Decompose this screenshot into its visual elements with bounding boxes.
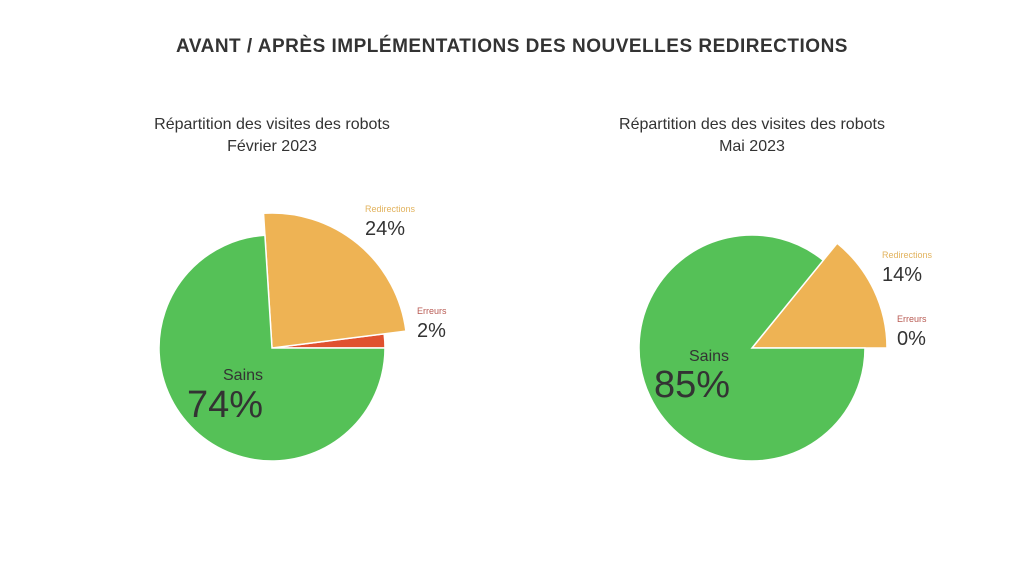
pie-slice-redirections: [750, 242, 888, 349]
chart-2-title-text: Répartition des des visites des robots: [619, 116, 885, 133]
chart-2-title: Répartition des des visites des robots M…: [572, 114, 932, 158]
chart-2-label-sains: Sains: [689, 348, 730, 365]
chart-2-value-redirections: 14%: [882, 264, 923, 286]
pie-slice-sains: [638, 234, 866, 462]
chart-1-title: Répartition des visites des robots Févri…: [92, 114, 452, 158]
chart-2-label-erreurs: Erreurs: [897, 314, 927, 324]
chart-2-value-sains: 85%: [654, 364, 731, 406]
chart-1-value-redirections: 24%: [365, 218, 406, 240]
chart-2-value-erreurs: 0%: [897, 328, 926, 350]
chart-1-label-redirections: Redirections: [365, 204, 416, 214]
pie-slice-redirections: [262, 212, 407, 349]
chart-1-value-erreurs: 2%: [417, 320, 446, 342]
chart-1-subtitle: Février 2023: [227, 138, 317, 155]
chart-1-label-erreurs: Erreurs: [417, 306, 447, 316]
chart-1-title-text: Répartition des visites des robots: [154, 116, 390, 133]
pie-slice-sains: [158, 234, 386, 462]
main-title: AVANT / APRÈS IMPLÉMENTATIONS DES NOUVEL…: [176, 36, 848, 57]
chart-2-subtitle: Mai 2023: [719, 138, 785, 155]
chart-1-label-sains: Sains: [223, 367, 264, 384]
chart-2-label-redirections: Redirections: [882, 250, 933, 260]
chart-1-value-sains: 74%: [187, 384, 264, 426]
